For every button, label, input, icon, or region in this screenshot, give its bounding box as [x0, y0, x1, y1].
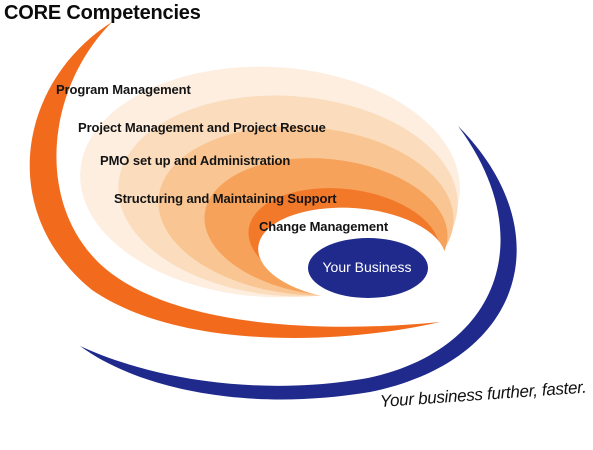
label-program-management: Program Management [56, 82, 191, 97]
label-change-management: Change Management [259, 219, 389, 234]
center-ellipse [308, 238, 428, 298]
label-project-management: Project Management and Project Rescue [78, 120, 326, 135]
center-label-your-business: Your Business [322, 259, 412, 275]
label-structuring-support: Structuring and Maintaining Support [114, 191, 337, 206]
page-title: CORE Competencies [4, 2, 201, 24]
label-pmo-setup: PMO set up and Administration [100, 153, 291, 168]
